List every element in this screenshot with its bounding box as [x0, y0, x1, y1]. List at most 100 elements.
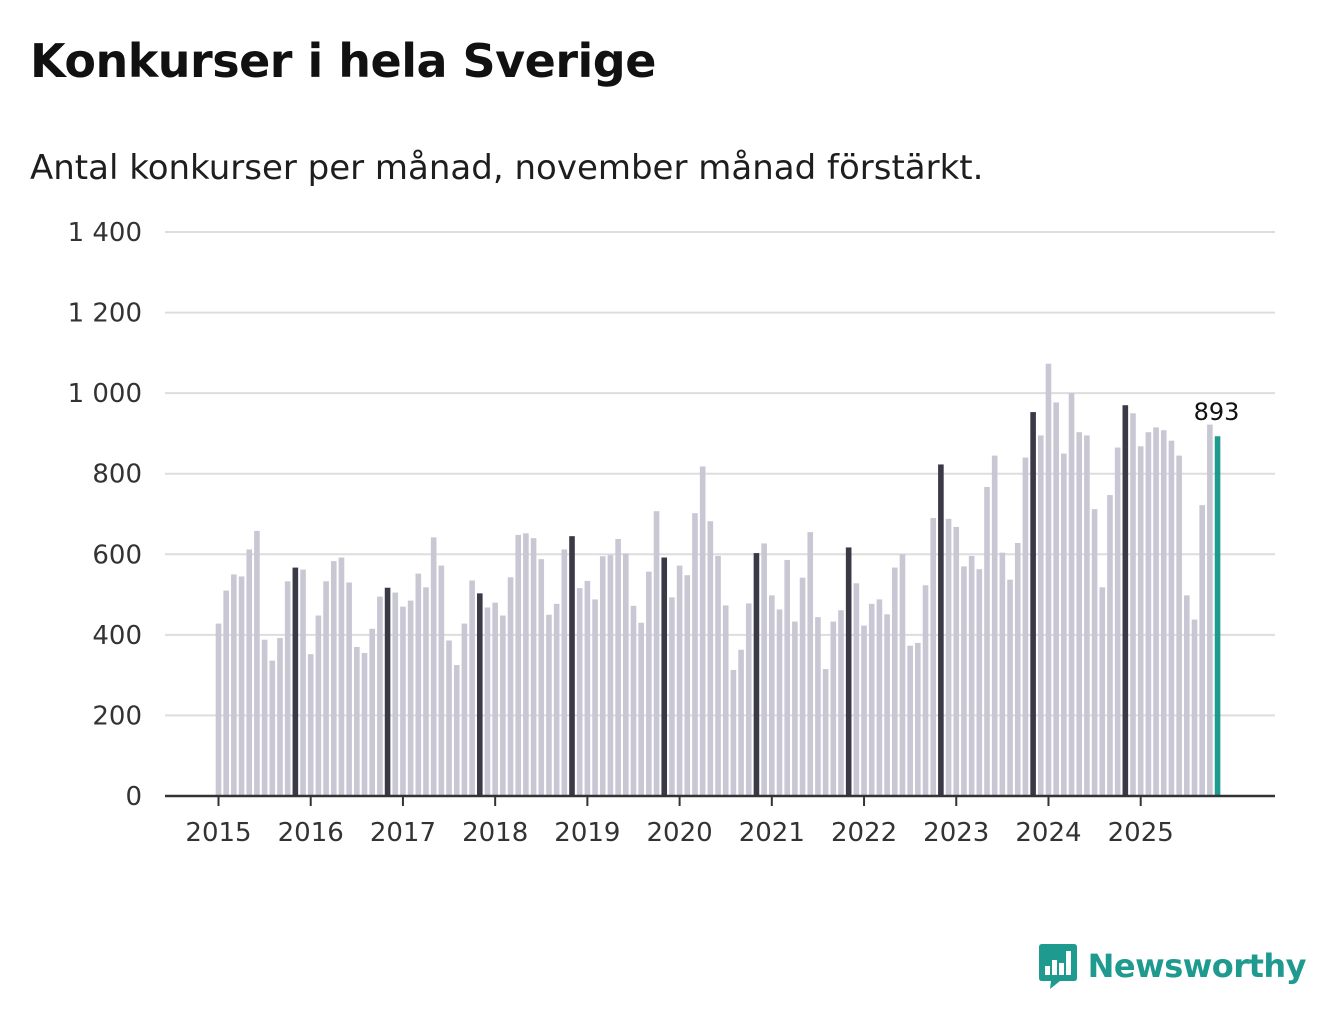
bar [884, 614, 890, 796]
chart-subtitle: Antal konkurser per månad, november måna… [30, 148, 984, 188]
bar [623, 553, 629, 796]
bar [607, 555, 614, 796]
bar [330, 561, 337, 796]
latest-value-label: 893 [1194, 398, 1240, 426]
bar [400, 606, 406, 796]
bars [215, 363, 1221, 796]
bar [484, 607, 491, 796]
bar [423, 587, 429, 796]
bar [1076, 432, 1083, 796]
y-tick-label: 1 000 [68, 379, 142, 409]
latest-bar [1214, 436, 1221, 796]
bar [238, 576, 245, 796]
bar [530, 538, 537, 796]
bar [599, 556, 606, 796]
newsworthy-logo-icon [1038, 944, 1077, 989]
bar [1091, 509, 1098, 796]
x-tick-label: 2025 [1108, 818, 1174, 848]
bar [1207, 424, 1213, 796]
bar [984, 487, 990, 796]
bar [1038, 435, 1044, 796]
bar [861, 625, 867, 796]
bar [638, 622, 644, 796]
bar [515, 534, 522, 796]
bar [430, 537, 437, 796]
bar [669, 597, 675, 796]
x-tick-label: 2016 [278, 818, 344, 848]
bar [523, 533, 529, 796]
bar [315, 615, 322, 796]
bar [1014, 543, 1021, 796]
bar [868, 603, 875, 796]
bar [891, 567, 898, 796]
bar [961, 566, 967, 796]
x-tick-label: 2021 [739, 818, 805, 848]
bar [930, 518, 936, 796]
bar [1045, 363, 1052, 796]
bar [684, 575, 691, 796]
bar [453, 665, 460, 796]
bar [1137, 446, 1144, 796]
bar [231, 574, 237, 796]
bar [361, 652, 368, 796]
bar [284, 581, 291, 796]
bar [569, 536, 575, 796]
bar [1068, 393, 1075, 796]
x-tick-label: 2018 [462, 818, 528, 848]
bar [561, 549, 568, 796]
bar [945, 518, 952, 796]
bar [707, 521, 714, 796]
bar [492, 602, 498, 796]
y-tick-label: 600 [92, 540, 142, 570]
bar [630, 605, 637, 796]
bar [538, 559, 545, 796]
bar [753, 553, 760, 796]
bar [369, 628, 375, 796]
bar [1122, 405, 1129, 796]
bar [738, 649, 744, 796]
bar [461, 623, 468, 796]
x-tick-label: 2015 [185, 818, 251, 848]
bar [907, 645, 913, 796]
bar [646, 571, 652, 796]
bar [784, 559, 790, 796]
y-tick-label: 1 400 [68, 218, 142, 248]
y-tick-label: 1 200 [68, 299, 142, 329]
bar [953, 526, 960, 796]
bar [799, 577, 806, 796]
bar [269, 660, 276, 796]
bar [876, 599, 883, 796]
bar [553, 603, 560, 796]
bar-chart: 0 200 400 600 800 1 000 1 200 1 400 893 2015 2016 2… [68, 218, 1275, 848]
bar [1176, 455, 1182, 796]
bar [991, 455, 998, 796]
bar [377, 596, 383, 796]
bar [346, 582, 352, 796]
x-tick-label: 2022 [831, 818, 897, 848]
y-tick-label: 0 [125, 782, 142, 812]
bar [1145, 432, 1152, 796]
bar [745, 603, 752, 796]
bar [292, 567, 299, 796]
axes [165, 794, 1275, 806]
bar [438, 565, 445, 796]
bar [915, 642, 921, 796]
y-tick-label: 200 [92, 701, 142, 731]
chart-title: Konkurser i hela Sverige [30, 34, 656, 88]
bar [922, 585, 929, 796]
bar [354, 646, 360, 796]
bar [592, 599, 598, 796]
bar [653, 511, 660, 796]
bar [722, 605, 729, 796]
bar [661, 557, 668, 796]
bar [338, 557, 345, 796]
bar [300, 569, 306, 796]
bar [415, 573, 422, 796]
bar [1153, 427, 1159, 796]
bar [761, 543, 767, 796]
bar [838, 610, 844, 796]
bar [307, 654, 314, 796]
labels: 0 200 400 600 800 1 000 1 200 1 400 893 2015 2016 2… [68, 218, 1240, 848]
bar [615, 538, 621, 796]
bar [246, 549, 253, 796]
